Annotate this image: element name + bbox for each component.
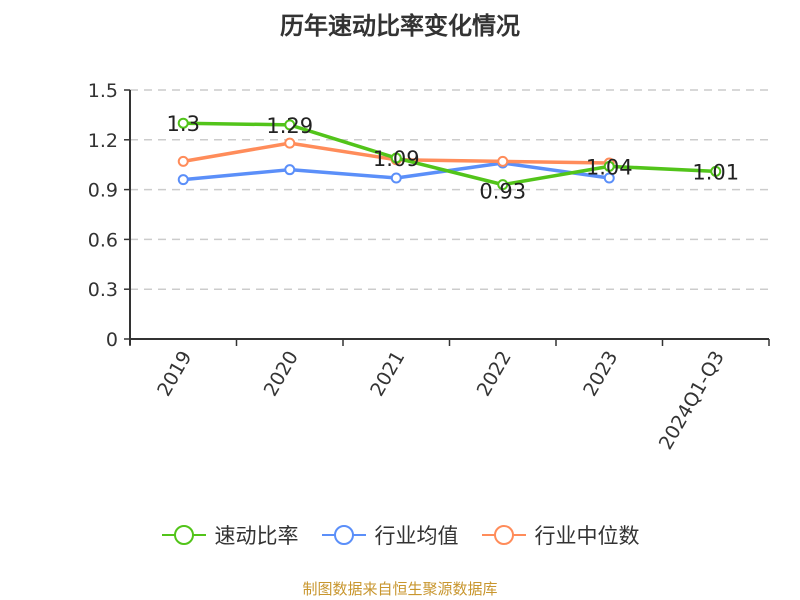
data-label: 1.29 (266, 114, 313, 138)
y-tick-label: 0.9 (88, 180, 118, 202)
series-line (183, 121, 716, 187)
x-tick-label: 2024Q1-Q3 (655, 347, 729, 453)
legend: 速动比率 行业均值 行业中位数 (0, 520, 800, 550)
data-point[interactable] (284, 119, 296, 131)
data-point[interactable] (390, 172, 402, 184)
legend-line-circle-icon (161, 525, 206, 545)
data-point[interactable] (177, 155, 189, 167)
grid-lines (130, 89, 769, 290)
x-tick-label: 2022 (473, 347, 516, 400)
legend-label: 行业均值 (374, 524, 459, 548)
data-labels: 1.3 1.29 1.09 0.93 1.04 1.01 (167, 112, 740, 203)
legend-line-circle-icon (321, 525, 366, 545)
data-label: 1.01 (692, 160, 739, 184)
legend-label: 行业中位数 (534, 524, 640, 548)
series-lines (177, 117, 722, 191)
data-point[interactable] (284, 137, 296, 149)
data-point[interactable] (603, 172, 615, 184)
y-tick-label: 0.3 (88, 279, 118, 301)
x-tick-label: 2023 (579, 347, 622, 400)
data-point[interactable] (603, 160, 615, 172)
data-source-note: 制图数据来自恒生聚源数据库 (302, 580, 498, 598)
y-tick-label: 0 (106, 329, 118, 351)
data-point[interactable] (497, 179, 509, 191)
data-point[interactable] (284, 164, 296, 176)
legend-item-industry-mean[interactable]: 行业均值 (321, 520, 459, 550)
legend-line-circle-icon (481, 525, 526, 545)
x-tick-label: 2019 (153, 347, 196, 400)
data-point[interactable] (177, 117, 189, 129)
data-label: 1.3 (167, 112, 200, 136)
y-tick-label: 0.6 (88, 229, 118, 251)
data-label: 1.04 (586, 155, 633, 179)
x-tick-label: 2021 (366, 347, 409, 400)
data-label: 0.93 (479, 180, 526, 204)
y-tick-label: 1.2 (88, 130, 118, 152)
y-tick-label: 1.5 (88, 80, 118, 102)
data-point[interactable] (390, 152, 402, 164)
data-point[interactable] (177, 174, 189, 186)
data-point[interactable] (497, 155, 509, 167)
x-tick-label: 2020 (260, 347, 303, 400)
legend-item-quick-ratio[interactable]: 速动比率 (161, 520, 299, 550)
data-label: 1.09 (373, 147, 420, 171)
legend-item-industry-median[interactable]: 行业中位数 (481, 520, 640, 550)
legend-label: 速动比率 (214, 524, 299, 548)
chart-title: 历年速动比率变化情况 (280, 12, 520, 40)
line-chart: 0 0.3 0.6 0.9 1.2 1.5 2019 2020 2021 2022 2023 2024… (88, 80, 770, 454)
data-point[interactable] (710, 165, 722, 177)
